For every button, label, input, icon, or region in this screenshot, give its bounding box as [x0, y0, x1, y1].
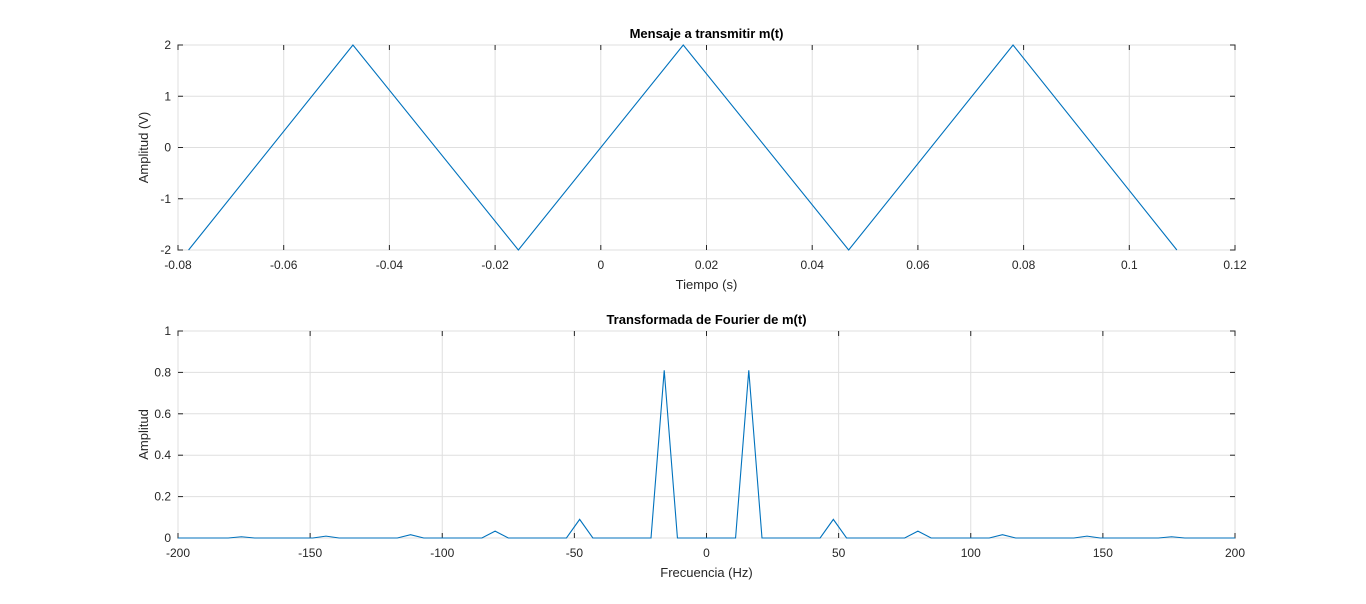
time-y-tick-label: -2 — [160, 243, 171, 257]
freq-x-tick-label: 50 — [832, 546, 846, 560]
time-x-tick-label: 0.08 — [1012, 258, 1036, 272]
freq-y-tick-label: 0.8 — [154, 365, 171, 379]
time-x-tick-label: 0.1 — [1121, 258, 1138, 272]
freq-x-tick-label: 100 — [961, 546, 981, 560]
freq-x-tick-label: 0 — [703, 546, 710, 560]
time-x-tick-label: 0.02 — [695, 258, 719, 272]
time-plot-title: Mensaje a transmitir m(t) — [630, 26, 784, 41]
time-x-tick-label: -0.08 — [164, 258, 192, 272]
time-x-tick-label: -0.04 — [376, 258, 404, 272]
freq-x-tick-label: 150 — [1093, 546, 1113, 560]
freq-x-axis-label: Frecuencia (Hz) — [660, 565, 752, 580]
time-y-tick-label: 1 — [164, 89, 171, 103]
freq-y-tick-label: 0 — [164, 531, 171, 545]
time-y-tick-label: -1 — [160, 192, 171, 206]
freq-x-tick-label: -100 — [430, 546, 454, 560]
freq-y-tick-label: 0.2 — [154, 490, 171, 504]
freq-spectrum-line — [178, 370, 1235, 539]
freq-x-tick-label: 200 — [1225, 546, 1245, 560]
time-x-axis-label: Tiempo (s) — [676, 277, 738, 292]
time-x-tick-label: 0.06 — [906, 258, 930, 272]
freq-x-tick-label: -50 — [566, 546, 584, 560]
time-x-tick-label: 0.04 — [801, 258, 825, 272]
freq-plot-title: Transformada de Fourier de m(t) — [606, 312, 806, 327]
freq-y-tick-label: 0.4 — [154, 448, 171, 462]
time-x-tick-label: 0.12 — [1223, 258, 1247, 272]
time-x-tick-label: -0.02 — [481, 258, 509, 272]
frequency-domain-plot: -200 -150 -100 -50 0 50 100 150 200 0 0.2 0.4 0.6 0.8… — [136, 312, 1245, 580]
time-domain-plot: -0.08 -0.06 -0.04 -0.02 0 0.02 0.04 0.06 0.08 0.1… — [136, 26, 1247, 292]
time-y-tick-label: 2 — [164, 38, 171, 52]
freq-y-tick-label: 0.6 — [154, 407, 171, 421]
freq-y-tick-label: 1 — [164, 324, 171, 338]
freq-x-tick-label: -150 — [298, 546, 322, 560]
freq-y-axis-label: Amplitud — [136, 409, 151, 460]
time-x-tick-label: -0.06 — [270, 258, 298, 272]
time-x-tick-label: 0 — [597, 258, 604, 272]
time-signal-line — [188, 44, 1178, 251]
freq-x-tick-label: -200 — [166, 546, 190, 560]
time-y-axis-label: Amplitud (V) — [136, 112, 151, 184]
time-grid — [177, 44, 1236, 251]
time-ticks: -0.08 -0.06 -0.04 -0.02 0 0.02 0.04 0.06 0.08 0.1… — [160, 38, 1247, 272]
time-y-tick-label: 0 — [164, 141, 171, 155]
